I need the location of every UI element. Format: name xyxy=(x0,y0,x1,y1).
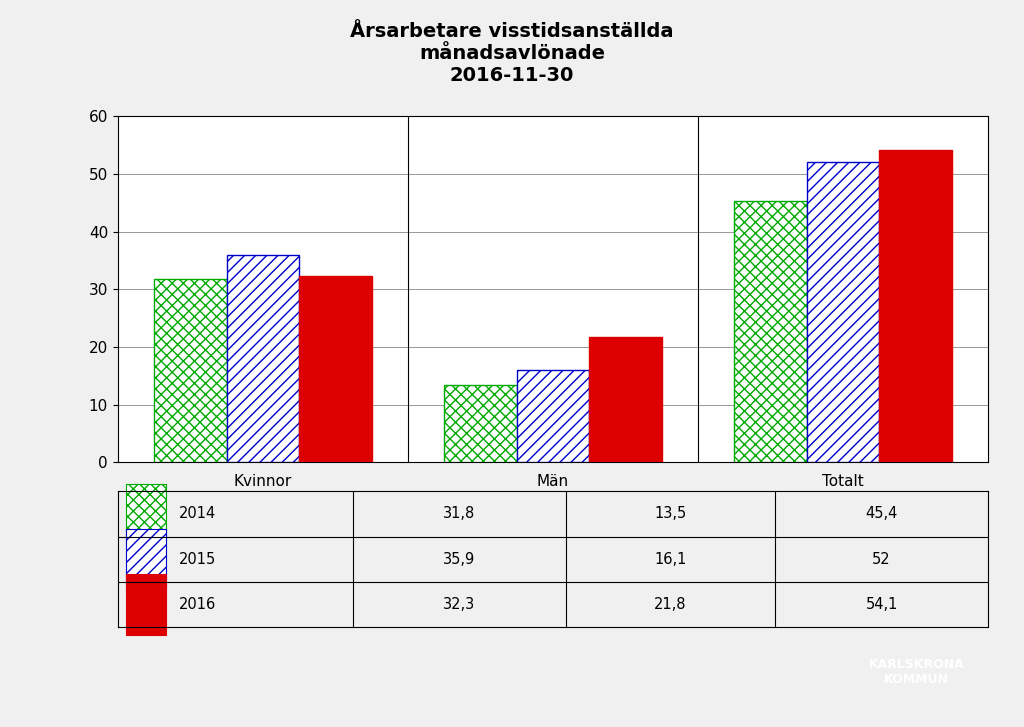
Text: 45,4: 45,4 xyxy=(865,507,898,521)
Bar xyxy=(734,201,807,462)
Text: 2014: 2014 xyxy=(179,507,216,521)
Text: 54,1: 54,1 xyxy=(865,597,898,611)
FancyBboxPatch shape xyxy=(127,574,166,635)
Bar xyxy=(444,385,517,462)
Text: KARLSKRONA
KOMMUN: KARLSKRONA KOMMUN xyxy=(868,658,965,686)
Text: 35,9: 35,9 xyxy=(443,552,475,566)
Text: 2015: 2015 xyxy=(179,552,216,566)
Text: 52: 52 xyxy=(872,552,891,566)
Bar xyxy=(299,276,372,462)
FancyBboxPatch shape xyxy=(127,483,166,545)
Bar xyxy=(807,162,880,462)
Bar xyxy=(154,279,226,462)
Text: 13,5: 13,5 xyxy=(654,507,686,521)
Text: 31,8: 31,8 xyxy=(443,507,475,521)
FancyBboxPatch shape xyxy=(127,529,166,590)
Text: 21,8: 21,8 xyxy=(654,597,687,611)
Bar xyxy=(589,337,662,462)
Bar xyxy=(517,369,589,462)
Text: 32,3: 32,3 xyxy=(443,597,475,611)
Text: Årsarbetare visstidsanställda
månadsavlönade
2016-11-30: Årsarbetare visstidsanställda månadsavlö… xyxy=(350,22,674,85)
Text: 2016: 2016 xyxy=(179,597,216,611)
Bar xyxy=(226,255,299,462)
Bar xyxy=(880,150,952,462)
Text: 16,1: 16,1 xyxy=(654,552,687,566)
